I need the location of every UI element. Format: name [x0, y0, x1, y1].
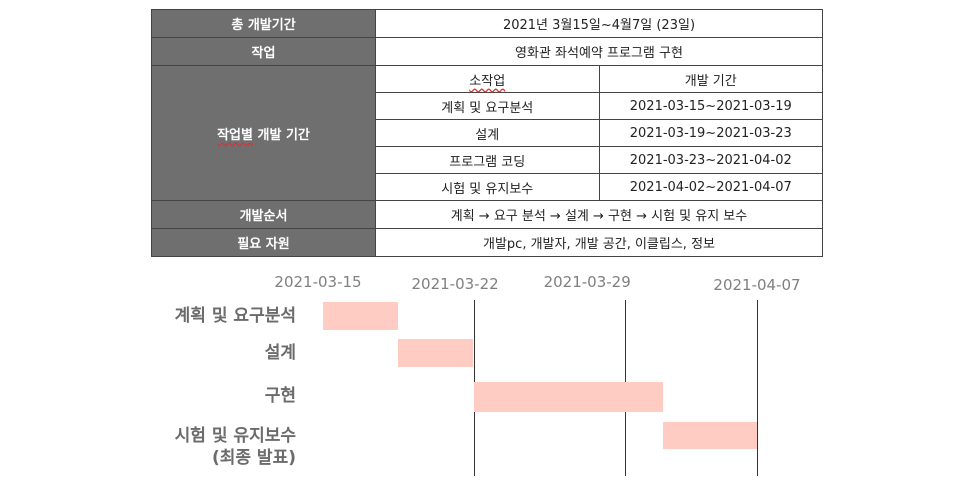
gantt-task-label: 구현 [264, 386, 296, 406]
period-by-task-label-part2: 개발 기간 [252, 127, 310, 143]
gantt-task-label: 설계 [264, 343, 296, 363]
gantt-gridline [474, 300, 475, 476]
total-period-value: 2021년 3월15일~4월7일 (23일) [375, 9, 823, 38]
axis-date-label: 2021-03-15 [274, 273, 362, 291]
subtask-name: 프로그램 코딩 [375, 146, 600, 174]
axis-date-label: 2021-03-29 [543, 273, 631, 291]
total-period-header: 총 개발기간 [151, 9, 376, 38]
subtask-name: 시험 및 유지보수 [375, 173, 600, 201]
gantt-bar [323, 302, 398, 330]
axis-date-label: 2021-04-07 [713, 276, 801, 294]
subtask-name: 설계 [375, 119, 600, 147]
gantt-bar [474, 382, 663, 412]
order-value: 계획 → 요구 분석 → 설계 → 구현 → 시험 및 유지 보수 [375, 200, 823, 229]
gantt-gridline [757, 300, 758, 476]
subtask-period: 2021-03-15~2021-03-19 [598, 92, 823, 120]
resources-header: 필요 자원 [151, 228, 376, 257]
gantt-task-label: 계획 및 요구분석 [174, 306, 296, 326]
order-header: 개발순서 [151, 200, 376, 229]
period-column-header: 개발 기간 [598, 65, 823, 93]
subtask-period: 2021-04-02~2021-04-07 [598, 173, 823, 201]
subtask-name: 계획 및 요구분석 [375, 92, 600, 120]
gantt-bar [663, 422, 757, 449]
subtask-period: 2021-03-19~2021-03-23 [598, 119, 823, 147]
gantt-task-label: 시험 및 유지보수 (최종 발표) [174, 426, 296, 468]
resources-value: 개발pc, 개발자, 개발 공간, 이클립스, 정보 [375, 228, 823, 257]
gantt-gridline [625, 300, 626, 476]
task-value: 영화관 좌석예약 프로그램 구현 [375, 37, 823, 66]
gantt-bar [398, 339, 473, 367]
axis-date-label: 2021-03-22 [411, 275, 499, 293]
subtask-period: 2021-03-23~2021-04-02 [598, 146, 823, 174]
period-by-task-label-part1: 작업별 [217, 127, 253, 143]
period-by-task-header: 작업별 개발 기간 [151, 65, 376, 201]
task-header: 작업 [151, 37, 376, 66]
project-summary-table: 총 개발기간 2021년 3월15일~4월7일 (23일) 작업 영화관 좌석예… [151, 9, 823, 257]
subtask-column-header: 소작업 [375, 65, 600, 93]
